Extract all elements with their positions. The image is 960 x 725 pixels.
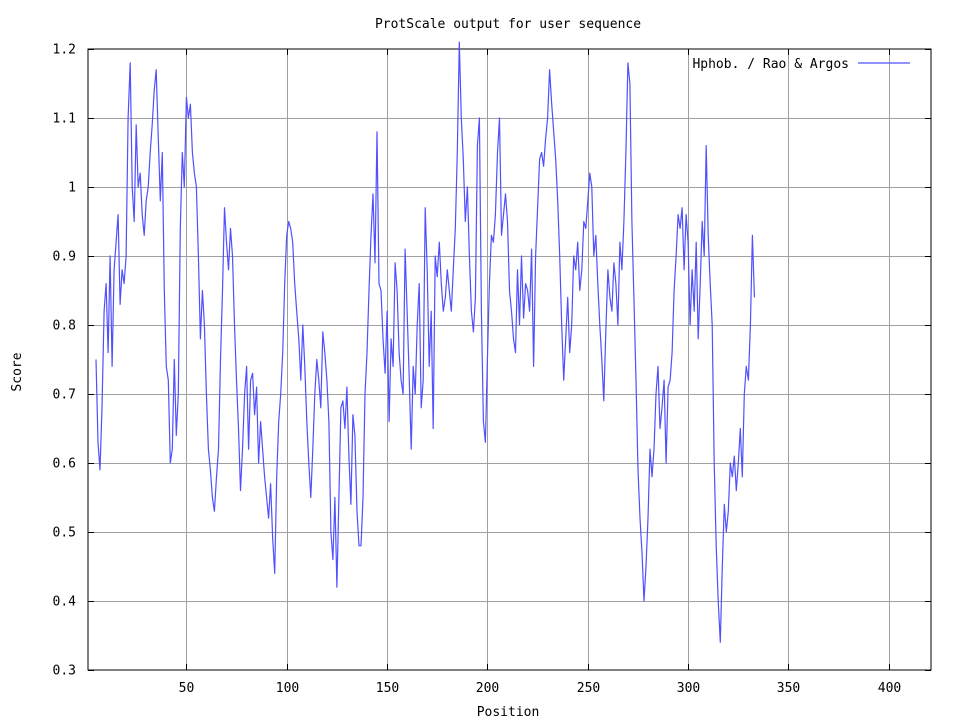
x-tick-label: 250 — [577, 681, 600, 696]
y-tick-label: 1.2 — [53, 43, 76, 58]
x-axis-label: Position — [477, 705, 540, 720]
tick-layer: 50 100 150 200 250 300 350 400 0.3 0.4 0.5 0.6 0.7 0.… — [53, 43, 931, 696]
y-tick-label: 0.8 — [53, 319, 76, 334]
x-tick-label: 100 — [276, 681, 299, 696]
x-tick-label: 300 — [677, 681, 700, 696]
legend: Hphob. / Rao & Argos — [692, 57, 910, 72]
legend-label: Hphob. / Rao & Argos — [692, 57, 849, 72]
y-tick-label: 0.3 — [53, 664, 76, 679]
series-layer — [95, 41, 755, 644]
x-tick-label: 350 — [777, 681, 800, 696]
chart-title: ProtScale output for user sequence — [375, 17, 641, 32]
plot-frame — [87, 48, 932, 671]
x-tick-label: 50 — [179, 681, 195, 696]
y-tick-label: 1 — [68, 181, 76, 196]
y-tick-label: 0.4 — [53, 595, 77, 610]
x-tick-label: 150 — [376, 681, 399, 696]
y-tick-label: 0.9 — [53, 250, 76, 265]
y-tick-label: 0.5 — [53, 526, 76, 541]
y-tick-label: 0.6 — [53, 457, 76, 472]
y-axis-label: Score — [10, 352, 25, 391]
x-tick-label: 400 — [878, 681, 901, 696]
grid-layer — [88, 49, 931, 670]
y-tick-label: 0.7 — [53, 388, 76, 403]
y-tick-label: 1.1 — [53, 112, 76, 127]
series-line-hydrophobicity — [95, 41, 755, 644]
x-tick-label: 200 — [476, 681, 499, 696]
